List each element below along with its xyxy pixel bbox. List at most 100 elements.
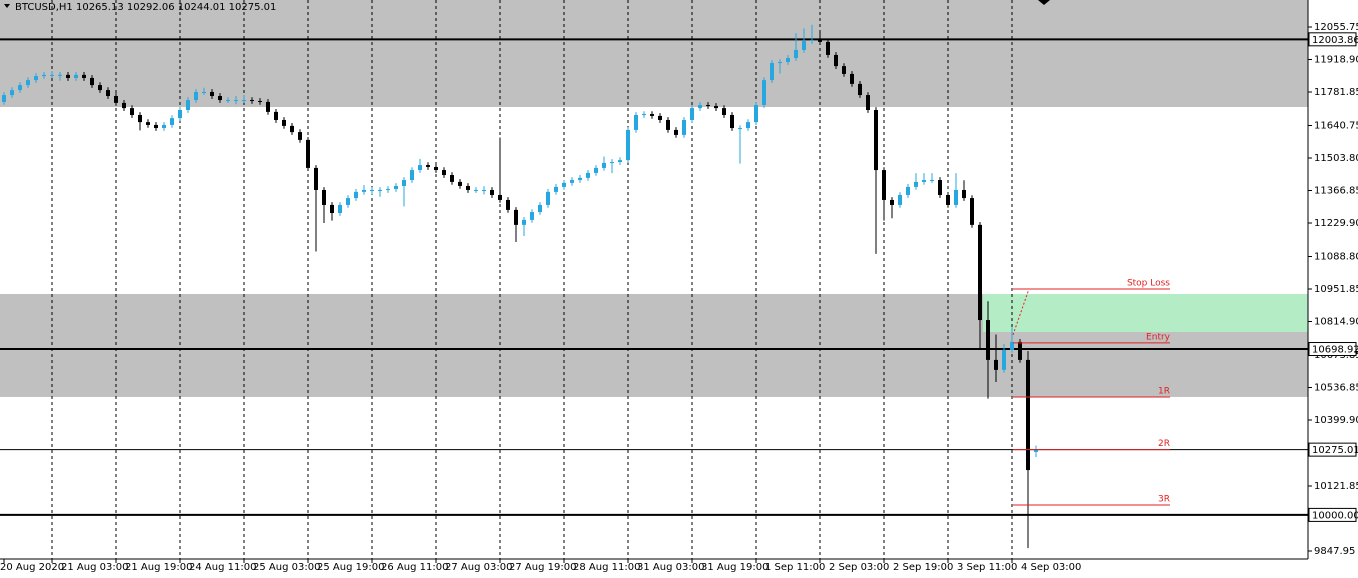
candle-body (554, 186, 558, 192)
candle-body (418, 165, 422, 171)
candle-body (338, 204, 342, 214)
candle-body (426, 165, 430, 167)
y-tick-label: 10814.90 (1314, 316, 1358, 327)
candle-body (818, 39, 822, 42)
menu-arrow[interactable] (4, 4, 10, 8)
y-tick-label: 9847.95 (1314, 546, 1355, 557)
candle-body (250, 100, 254, 102)
candle-body (370, 189, 374, 191)
candle-body (138, 114, 142, 123)
candle-body (474, 189, 478, 191)
candle-body (402, 180, 406, 186)
candle-body (834, 54, 838, 67)
candle-body (394, 185, 398, 190)
trade-label: Entry (1146, 332, 1171, 342)
candle-body (290, 125, 294, 133)
candle-body (482, 189, 486, 191)
candle-body (458, 181, 462, 186)
candle-body (506, 199, 510, 210)
candle-body (618, 160, 622, 162)
candle-body (450, 175, 454, 182)
x-tick-label: 20 Aug 2020 (0, 562, 64, 573)
candle-body (802, 40, 806, 50)
candle-body (146, 122, 150, 125)
candle-body (730, 114, 734, 129)
x-tick-label: 25 Aug 03:00 (253, 562, 320, 573)
candle-body (546, 191, 550, 205)
shift-marker (1038, 0, 1050, 5)
plot-area: Stop Loss Entry 1R 2R 3R (0, 0, 1308, 559)
candle-body (922, 180, 926, 182)
candle-body (50, 74, 54, 76)
candle-body (1010, 341, 1014, 350)
x-tick-label: 27 Aug 19:00 (509, 562, 576, 573)
candle-body (218, 96, 222, 101)
candle-body (626, 129, 630, 161)
candle-body (122, 102, 126, 109)
x-tick-label: 25 Aug 19:00 (317, 562, 384, 573)
x-tick-label: 31 Aug 19:00 (701, 562, 768, 573)
x-tick-label: 3 Sep 11:00 (957, 562, 1017, 573)
candle-body (178, 110, 182, 119)
candle-body (770, 63, 774, 81)
trade-link (1012, 288, 1030, 336)
trade-label: 2R (1158, 439, 1170, 449)
candle-body (994, 359, 998, 370)
level-box (1308, 507, 1357, 522)
candle-body (42, 74, 46, 77)
candle-body (378, 189, 382, 191)
candle-body (962, 189, 966, 199)
candle-body (954, 189, 958, 205)
candle-body (354, 191, 358, 199)
candle-body (986, 320, 990, 360)
candle-body (298, 132, 302, 140)
x-tick-label: 2 Sep 03:00 (829, 562, 889, 573)
candle-body (738, 128, 742, 130)
x-tick-label: 21 Aug 19:00 (125, 562, 192, 573)
level-label: 12003.86 (1312, 35, 1358, 46)
candle-body (970, 198, 974, 225)
candle-body (642, 114, 646, 116)
candle-body (186, 100, 190, 111)
trade-label: 1R (1158, 386, 1170, 396)
candle-body (682, 119, 686, 135)
x-tick-label: 2 Sep 19:00 (893, 562, 953, 573)
candle-body (898, 194, 902, 205)
candle-body (746, 122, 750, 129)
candle-body (858, 83, 862, 96)
candle-body (434, 166, 438, 171)
candle-body (130, 108, 134, 115)
candle-body (786, 58, 790, 63)
level-label: 10000.00 (1312, 510, 1358, 521)
candle-body (322, 189, 326, 205)
candle-body (570, 180, 574, 183)
candle-body (850, 73, 854, 84)
candle-body (634, 114, 638, 130)
level-box (1308, 342, 1357, 357)
candle-body (98, 85, 102, 91)
candle-body (346, 198, 350, 205)
candle-body (386, 189, 390, 191)
candle-body (274, 111, 278, 120)
candle-body (114, 96, 118, 103)
candle-body (706, 105, 710, 107)
candle-body (762, 80, 766, 106)
candle-body (242, 100, 246, 102)
candle-body (586, 172, 590, 178)
candle-body (602, 162, 606, 168)
candle-body (522, 219, 526, 225)
candle-body (842, 66, 846, 74)
candle-body (826, 41, 830, 55)
candle-body (266, 101, 270, 112)
candle-body (650, 114, 654, 116)
candle-body (10, 90, 14, 96)
candle-body (106, 90, 110, 97)
zone (0, 0, 1308, 107)
y-tick-label: 10399.90 (1314, 415, 1358, 426)
candle-body (578, 177, 582, 181)
candle-body (18, 85, 22, 91)
candle-body (690, 108, 694, 120)
chart-title: BTCUSD,H1 10265.13 10292.06 10244.01 102… (15, 2, 276, 13)
candle-body (714, 105, 718, 109)
candle-body (154, 124, 158, 129)
